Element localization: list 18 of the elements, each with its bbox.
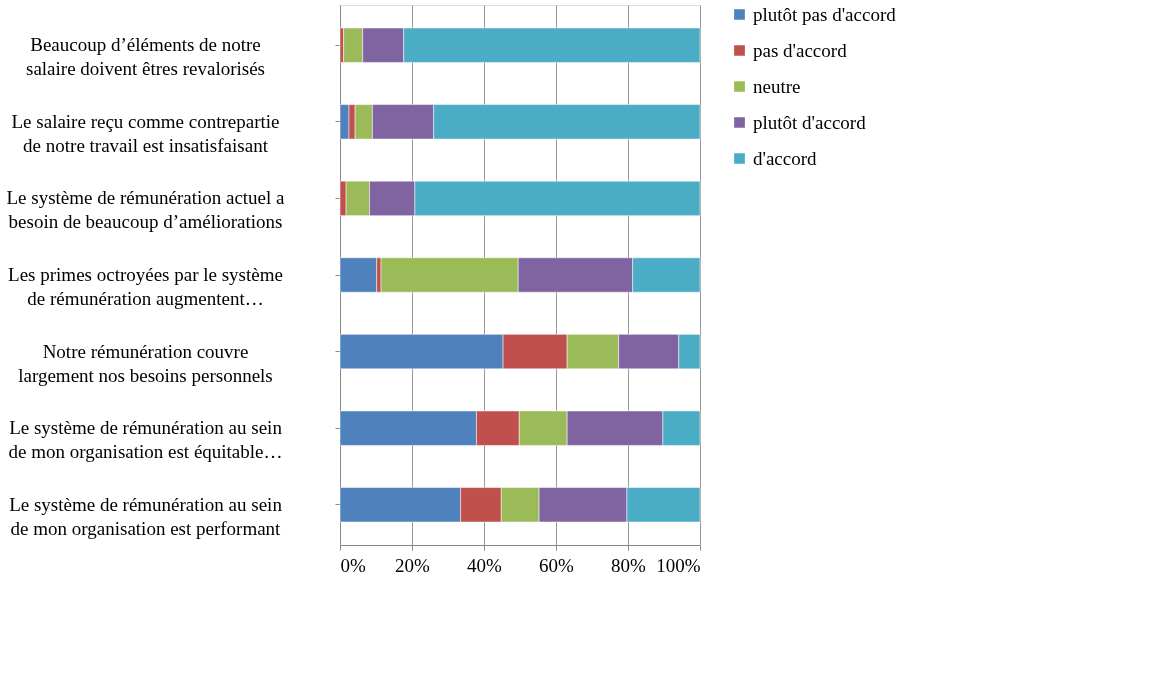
- y-tick-label: Les primes octroyées par le système de rémunération augmentent…: [8, 264, 283, 309]
- legend-label: neutre: [753, 75, 801, 97]
- x-tick-label: 0%: [340, 554, 366, 576]
- legend-label: plutôt d'accord: [753, 111, 867, 133]
- x-tick-label: 60%: [539, 554, 575, 576]
- x-tick-label: 40%: [467, 554, 503, 576]
- x-tick-label: 80%: [611, 554, 647, 576]
- x-tick-label: 100%: [656, 554, 701, 576]
- legend-label: pas d'accord: [753, 39, 848, 61]
- legend-label: d'accord: [753, 147, 818, 169]
- x-tick-label: 20%: [395, 554, 431, 576]
- y-tick-label: Notre rémunération couvre largement nos besoins personnels: [18, 340, 273, 386]
- y-tick-label: Le système de rémunération actuel a besoin de beaucoup d’améliorations: [6, 187, 286, 233]
- y-tick-label: Le système de rémunération au sein de mon organisation est performant: [9, 493, 283, 539]
- y-tick-label: Le salaire reçu comme contrepartie de notre travail est insatisfaisant: [11, 110, 280, 156]
- legend-label: plutôt pas d'accord: [753, 3, 897, 25]
- y-tick-label: Beaucoup d’éléments de notre salaire doivent êtres revalorisés: [26, 34, 265, 80]
- y-tick-label: Le système de rémunération au sein de mon organisation est équitable…: [8, 417, 283, 463]
